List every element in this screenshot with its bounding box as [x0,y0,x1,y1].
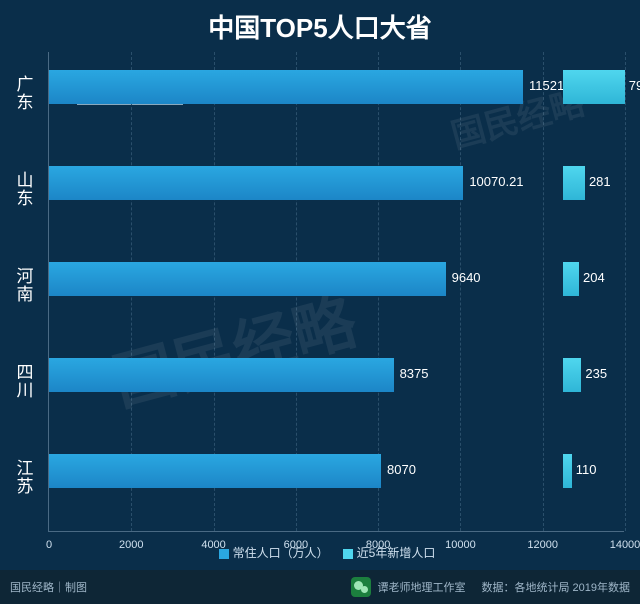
plot-area: 国民经略｜制图 02000400060008000100001200014000… [48,52,624,532]
bar-resident [49,358,394,392]
legend-label: 常住人口（万人） [233,546,329,560]
category-label: 江 苏 [11,460,39,496]
footer-bar: 国民经略｜制图 谭老师地理工作室 数据：各地统计局 2019年数据 [0,570,640,604]
bar-resident [49,262,446,296]
legend: 常住人口（万人） 近5年新增人口 [0,544,640,561]
value-growth: 281 [589,174,611,189]
value-growth: 797 [629,78,640,93]
value-growth: 235 [585,366,607,381]
footer-source: 数据：各地统计局 2019年数据 [481,579,630,595]
legend-label: 近5年新增人口 [357,546,436,560]
value-resident: 8375 [400,366,429,381]
footer-handle: 谭老师地理工作室 [377,579,465,595]
bar-growth [563,70,624,104]
category-label: 山 东 [11,172,39,208]
bar-row: 四 川8375235 [49,358,624,392]
bar-row: 山 东10070.21281 [49,166,624,200]
legend-swatch [343,549,353,559]
bar-resident [49,70,523,104]
value-resident: 8070 [387,462,416,477]
grid-line [625,52,626,531]
bar-growth [563,166,585,200]
chart-container: 中国TOP5人口大省 国民经略｜制图 020004000600080001000… [0,0,640,604]
value-resident: 9640 [452,270,481,285]
value-resident: 11521 [529,78,564,93]
legend-swatch [219,549,229,559]
bar-growth [563,358,581,392]
bar-resident [49,454,381,488]
value-growth: 204 [583,270,605,285]
bar-row: 河 南9640204 [49,262,624,296]
chart-title: 中国TOP5人口大省 [0,8,640,45]
wechat-icon [351,577,371,597]
value-growth: 110 [576,462,597,477]
bar-resident [49,166,463,200]
footer-credit: 国民经略｜制图 [10,579,87,595]
category-label: 广 东 [11,76,39,112]
bar-row: 江 苏8070110 [49,454,624,488]
bar-row: 广 东11521797 [49,70,624,104]
category-label: 河 南 [11,268,39,304]
bar-growth [563,262,579,296]
category-label: 四 川 [11,364,39,400]
value-resident: 10070.21 [469,174,523,189]
bar-growth [563,454,571,488]
